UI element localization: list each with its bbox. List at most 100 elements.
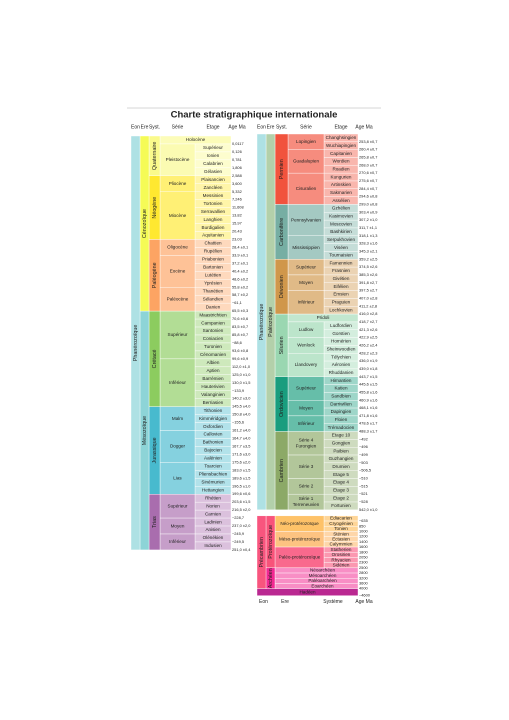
stage-name: Cryogénien: [329, 521, 353, 526]
stage-age: ~506,5: [359, 468, 371, 473]
stage-name: Lochkovien: [329, 307, 353, 312]
stage-age: 275,6 ±0,7: [359, 178, 377, 183]
stage-name: Ludfordien: [330, 323, 352, 328]
stage-name: Danien: [206, 304, 221, 309]
stage-age: 407,0 ±2,8: [359, 295, 377, 300]
stage-name: Ionien: [207, 153, 220, 158]
stage-age: 421,3 ±2,6: [359, 327, 377, 332]
stage-name: Roadien: [332, 166, 350, 171]
stage-name: Olénékien: [203, 535, 224, 540]
stage-name: Rhuddanien: [329, 370, 354, 375]
stage-age: 445,6 ±1,5: [359, 382, 377, 387]
series-name: Malm: [172, 416, 183, 421]
stage-name: Katien: [334, 386, 347, 391]
stage-age: ~492: [359, 436, 368, 441]
stage-age: 0,126: [232, 149, 242, 154]
series-cell: [159, 430, 196, 463]
stage-age: 471,8 ±1,6: [359, 413, 377, 418]
stage-name: Mésoarchéen: [309, 573, 337, 578]
group-name: Méso-protérozoïque: [279, 536, 321, 541]
stage-age: 397,5 ±2,7: [359, 288, 377, 293]
stage-name: Yprésien: [204, 280, 222, 285]
stage-name: Toarcien: [204, 464, 222, 469]
series-name: Eocène: [170, 269, 186, 274]
series-name: Moyen: [299, 280, 313, 285]
stage-age: 374,5 ±2,6: [359, 264, 377, 269]
stage-name: Messinien: [203, 193, 224, 198]
stage-age: 251,0 ±0,4: [232, 547, 251, 552]
stage-age: 164,7 ±4,0: [232, 436, 251, 441]
series-alt-name: Furongien: [296, 444, 317, 449]
stage-age: 443,7 ±1,5: [359, 374, 377, 379]
stage-age: ~521: [359, 491, 368, 496]
series-cell: [159, 358, 196, 407]
stage-name: Chattien: [204, 241, 222, 246]
stage-age: ~510: [359, 476, 369, 481]
series-name: Paléocène: [167, 296, 189, 301]
stage-name: Kimméridgien: [199, 416, 228, 421]
column-header: Etage: [334, 124, 347, 130]
stage-name: Gzhélien: [332, 206, 351, 211]
stage-name: Viséen: [334, 245, 348, 250]
series-cell: [159, 143, 196, 177]
stage-age: 48,6 ±0,2: [232, 276, 248, 281]
stage-age: 2500: [359, 565, 368, 570]
stage-age: 3600: [359, 580, 368, 585]
stage-age: 58,7 ±0,2: [232, 292, 248, 297]
series-name: Série 1: [299, 496, 314, 501]
stage-age: ~88,6: [232, 340, 242, 345]
stage-age: 5,332: [232, 189, 242, 194]
series-name: Inférieur: [298, 421, 315, 426]
series-alt-name: Terreneuvien: [293, 502, 320, 507]
stage-age: 411,2 ±2,8: [359, 303, 377, 308]
column-footer: Système: [323, 599, 343, 605]
stage-name: Serravallien: [201, 209, 226, 214]
series-name: Série 2: [299, 484, 314, 489]
stage-age: 1400: [359, 539, 368, 544]
stage-age: 488,3 ±1,7: [359, 429, 377, 434]
eon-cell: [256, 133, 267, 511]
series-name: Supérieur: [168, 332, 188, 337]
stage-age: 542,0 ±1,0: [359, 507, 378, 512]
stage-age: 83,5 ±0,7: [232, 324, 248, 329]
stage-age: 3200: [359, 575, 368, 580]
stage-age: 140,2 ±3,0: [232, 396, 251, 401]
stage-name: Kasimovien: [329, 213, 353, 218]
column-footer: Ere: [281, 599, 289, 605]
stage-name: Coniacien: [203, 336, 224, 341]
stage-name: Valanginien: [201, 392, 225, 397]
stage-name: Paibien: [333, 448, 349, 453]
stage-name: Supérieur: [203, 145, 223, 150]
stage-age: 303,4 ±0,9: [359, 209, 377, 214]
stage-age: 112,0 ±1,0: [232, 364, 251, 369]
stage-age: 436,0 ±1,9: [359, 358, 377, 363]
stage-age: 161,2 ±4,0: [232, 428, 251, 433]
stage-age: 284,4 ±0,7: [359, 186, 377, 191]
stage-name: Ladinien: [204, 519, 222, 524]
eon-name: Phanérozoïque: [259, 304, 265, 341]
stage-age: 28,4 ±0,1: [232, 244, 248, 249]
stage-name: Aptien: [206, 368, 219, 373]
stage-age: 11,608: [232, 205, 244, 210]
stage-name: Tortonien: [204, 201, 223, 206]
stage-age: 318,1 ±1,3: [359, 233, 377, 238]
stage-name: Ectasien: [332, 536, 350, 541]
stage-name: Floien: [335, 417, 348, 422]
stage-age: 422,9 ±2,5: [359, 335, 377, 340]
stage-name: Moscovien: [330, 221, 352, 226]
stage-name: Emsien: [333, 292, 349, 297]
stage-name: Capitanien: [330, 151, 352, 156]
stage-name: Darriwilien: [330, 401, 352, 406]
stage-name: Burdigalien: [202, 225, 225, 230]
hadean-cell: [256, 588, 359, 596]
stage-name: Sakmarien: [330, 190, 352, 195]
stage-age: 99,6 ±0,9: [232, 356, 248, 361]
stage-name: Priabonien: [202, 257, 224, 262]
hadean-name: Hadéen: [299, 589, 316, 594]
stage-name: Drumien: [332, 464, 350, 469]
series-name: Pleistocène: [166, 157, 190, 162]
stage-name: Sidérien: [333, 562, 350, 567]
stage-age: 130,0 ±1,5: [232, 380, 250, 385]
stage-age: 850: [359, 523, 366, 528]
system-name: Paléogène: [152, 262, 158, 288]
